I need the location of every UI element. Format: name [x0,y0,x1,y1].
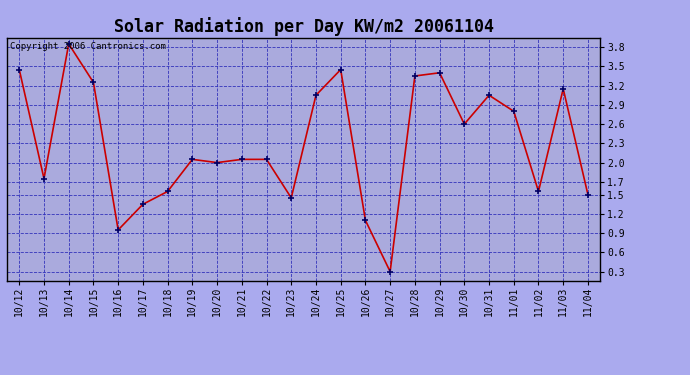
Title: Solar Radiation per Day KW/m2 20061104: Solar Radiation per Day KW/m2 20061104 [114,17,493,36]
Text: Copyright 2006 Cantronics.com: Copyright 2006 Cantronics.com [10,42,166,51]
